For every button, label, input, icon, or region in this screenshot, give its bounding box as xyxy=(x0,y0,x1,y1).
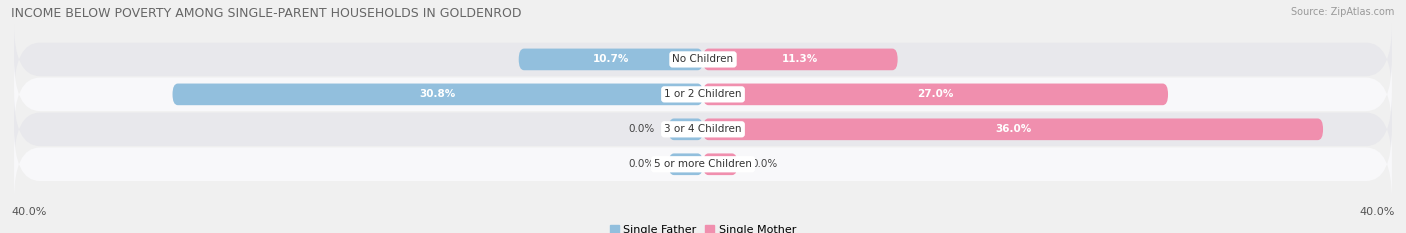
Text: 0.0%: 0.0% xyxy=(628,159,655,169)
Text: 1 or 2 Children: 1 or 2 Children xyxy=(664,89,742,99)
Text: 11.3%: 11.3% xyxy=(782,55,818,64)
FancyBboxPatch shape xyxy=(173,84,703,105)
Text: 36.0%: 36.0% xyxy=(995,124,1031,134)
Text: 0.0%: 0.0% xyxy=(628,124,655,134)
Text: 10.7%: 10.7% xyxy=(593,55,628,64)
FancyBboxPatch shape xyxy=(669,118,703,140)
Legend: Single Father, Single Mother: Single Father, Single Mother xyxy=(606,220,800,233)
FancyBboxPatch shape xyxy=(14,94,1392,165)
FancyBboxPatch shape xyxy=(703,154,738,175)
FancyBboxPatch shape xyxy=(14,24,1392,95)
FancyBboxPatch shape xyxy=(14,129,1392,200)
Text: 40.0%: 40.0% xyxy=(1360,207,1395,217)
FancyBboxPatch shape xyxy=(703,84,1168,105)
Text: No Children: No Children xyxy=(672,55,734,64)
Text: INCOME BELOW POVERTY AMONG SINGLE-PARENT HOUSEHOLDS IN GOLDENROD: INCOME BELOW POVERTY AMONG SINGLE-PARENT… xyxy=(11,7,522,20)
Text: 27.0%: 27.0% xyxy=(917,89,953,99)
Text: 3 or 4 Children: 3 or 4 Children xyxy=(664,124,742,134)
Text: Source: ZipAtlas.com: Source: ZipAtlas.com xyxy=(1291,7,1395,17)
Text: 0.0%: 0.0% xyxy=(751,159,778,169)
FancyBboxPatch shape xyxy=(14,59,1392,130)
FancyBboxPatch shape xyxy=(519,49,703,70)
Text: 40.0%: 40.0% xyxy=(11,207,46,217)
FancyBboxPatch shape xyxy=(703,118,1323,140)
FancyBboxPatch shape xyxy=(703,49,897,70)
Text: 30.8%: 30.8% xyxy=(419,89,456,99)
Text: 5 or more Children: 5 or more Children xyxy=(654,159,752,169)
FancyBboxPatch shape xyxy=(669,154,703,175)
